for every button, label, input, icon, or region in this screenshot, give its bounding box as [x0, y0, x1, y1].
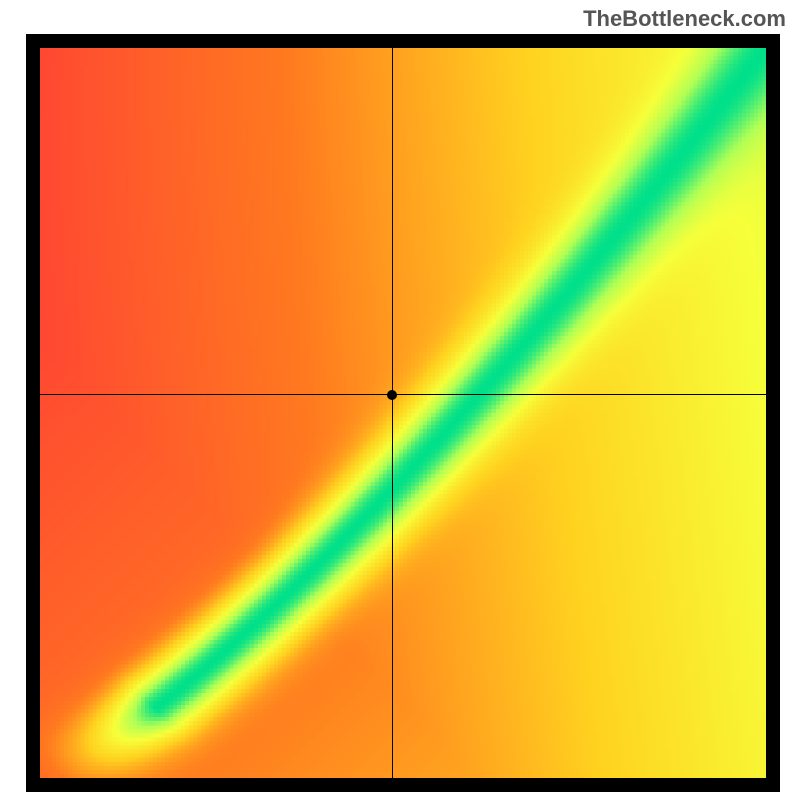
crosshair-horizontal — [40, 394, 766, 395]
crosshair-dot — [387, 390, 397, 400]
crosshair-vertical — [392, 48, 393, 778]
attribution-text: TheBottleneck.com — [583, 6, 786, 32]
heatmap-canvas — [40, 48, 766, 778]
